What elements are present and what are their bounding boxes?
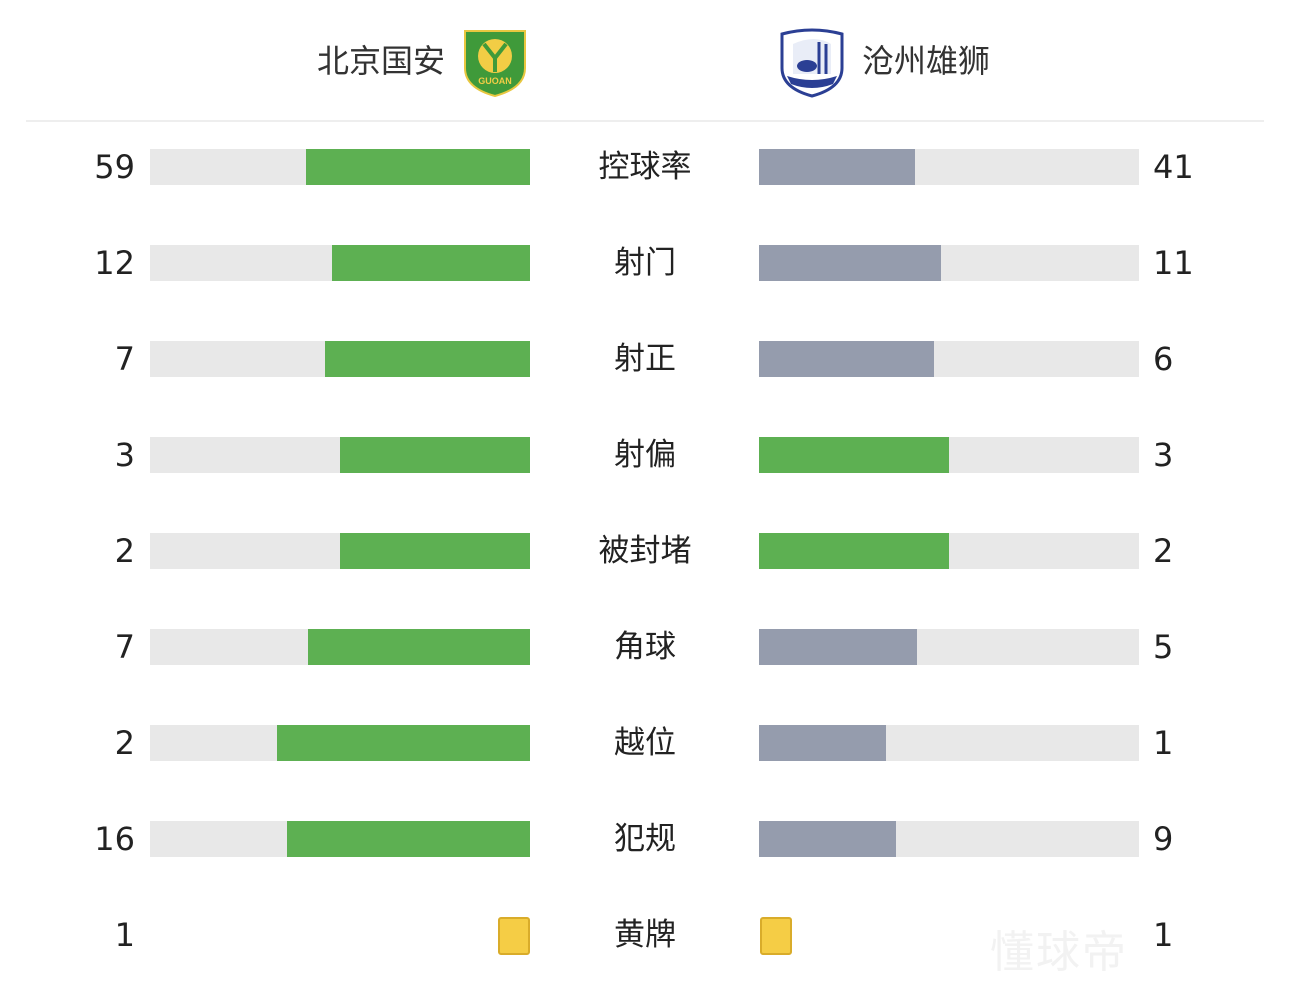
away-bar-track (759, 149, 1139, 185)
home-team-name: 北京国安 (316, 42, 445, 80)
stat-label: 角球 (614, 629, 676, 665)
home-yellow-cards: 1 (114, 916, 135, 954)
home-bar-fill (276, 725, 530, 761)
home-bar-fill (325, 341, 530, 377)
home-value: 12 (94, 244, 135, 282)
away-bar-track (759, 245, 1139, 281)
home-bar-fill (308, 629, 530, 665)
svg-text:GUOAN: GUOAN (478, 76, 512, 86)
yellow-card-icon (498, 917, 530, 955)
home-bar-fill (286, 821, 530, 857)
stat-row: 7 射正 6 (0, 339, 1290, 379)
away-value: 2 (1153, 532, 1174, 570)
away-yellow-cards: 1 (1153, 916, 1174, 954)
stat-label: 黄牌 (614, 917, 676, 953)
stat-label: 被封堵 (598, 533, 692, 569)
away-team-name: 沧州雄狮 (862, 42, 991, 80)
stat-label: 射正 (614, 341, 676, 377)
away-bar-track (759, 437, 1139, 473)
match-header: 北京国安 GUOAN 沧州雄狮 (0, 0, 1290, 120)
stat-row: 59 控球率 41 (0, 147, 1290, 187)
stat-label: 射偏 (614, 437, 676, 473)
away-bar-fill (759, 533, 949, 569)
home-bar-track (150, 149, 530, 185)
stat-label: 犯规 (614, 821, 676, 857)
home-team-logo: GUOAN (464, 30, 526, 98)
away-bar-fill (759, 149, 915, 185)
away-bar-fill (759, 437, 949, 473)
home-value: 2 (114, 532, 135, 570)
home-bar-track (150, 341, 530, 377)
away-bar-fill (759, 629, 918, 665)
away-value: 11 (1153, 244, 1194, 282)
home-value: 16 (94, 820, 135, 858)
home-bar-track (150, 533, 530, 569)
home-value: 59 (94, 148, 135, 186)
away-bar-fill (759, 821, 896, 857)
home-value: 7 (114, 340, 135, 378)
header-divider (26, 120, 1264, 122)
stat-row: 12 射门 11 (0, 243, 1290, 283)
away-value: 1 (1153, 724, 1174, 762)
away-bar-fill (759, 245, 941, 281)
away-bar-track (759, 533, 1139, 569)
home-bar-track (150, 821, 530, 857)
stat-row: 2 越位 1 (0, 723, 1290, 763)
home-bar-fill (340, 533, 530, 569)
away-value: 41 (1153, 148, 1194, 186)
away-bar-track (759, 341, 1139, 377)
home-bar-track (150, 629, 530, 665)
home-value: 7 (114, 628, 135, 666)
away-value: 9 (1153, 820, 1174, 858)
home-bar-track (150, 725, 530, 761)
stat-label: 射门 (614, 245, 676, 281)
stat-row: 3 射偏 3 (0, 435, 1290, 475)
home-bar-fill (340, 437, 530, 473)
away-bar-track (759, 821, 1139, 857)
home-bar-fill (331, 245, 530, 281)
away-bar-track (759, 629, 1139, 665)
stat-label: 越位 (614, 725, 676, 761)
away-value: 3 (1153, 436, 1174, 474)
stat-row: 7 角球 5 (0, 627, 1290, 667)
home-value: 2 (114, 724, 135, 762)
stat-row: 16 犯规 9 (0, 819, 1290, 859)
home-bar-track (150, 437, 530, 473)
home-bar-fill (305, 149, 530, 185)
away-team-logo (780, 28, 844, 98)
home-value: 3 (114, 436, 135, 474)
stat-row-yellow-cards: 1 黄牌 1 (0, 915, 1290, 955)
away-bar-fill (759, 725, 886, 761)
away-value: 5 (1153, 628, 1174, 666)
away-value: 6 (1153, 340, 1174, 378)
home-bar-track (150, 245, 530, 281)
stat-row: 2 被封堵 2 (0, 531, 1290, 571)
stat-label: 控球率 (598, 149, 692, 185)
watermark: 懂球帝 (990, 927, 1128, 978)
away-bar-track (759, 725, 1139, 761)
away-bar-fill (759, 341, 935, 377)
yellow-card-icon (760, 917, 792, 955)
